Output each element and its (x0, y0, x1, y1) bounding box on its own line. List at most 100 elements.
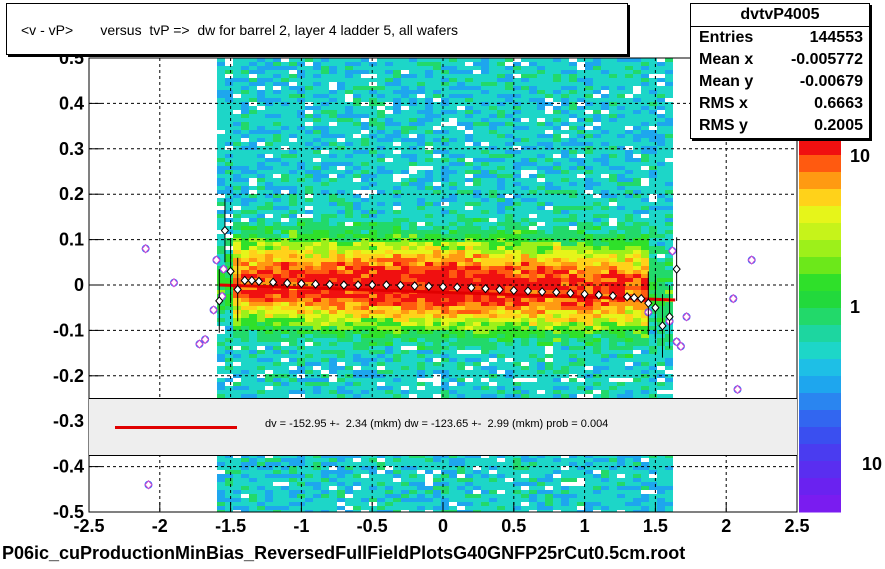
heat-cell (241, 198, 249, 202)
heat-cell (545, 382, 553, 386)
heat-cell (257, 386, 265, 390)
heat-cell (329, 102, 337, 106)
heat-cell (489, 234, 497, 238)
heat-cell (513, 178, 521, 182)
heat-cell (241, 390, 249, 394)
heat-cell (489, 482, 497, 486)
heat-cell (361, 70, 369, 74)
heat-cell (529, 102, 537, 106)
heat-cell (425, 210, 433, 214)
heat-cell (537, 382, 545, 386)
heat-cell (433, 326, 441, 330)
heat-cell (433, 226, 441, 230)
heat-cell (409, 234, 417, 238)
heat-cell (537, 130, 545, 134)
heat-cell (281, 510, 289, 512)
heat-cell (537, 166, 545, 170)
heat-cell (417, 506, 425, 510)
heat-cell (385, 66, 393, 70)
heat-cell (497, 262, 505, 266)
heat-cell (233, 198, 241, 202)
heat-cell (369, 390, 377, 394)
heat-cell (385, 246, 393, 250)
heat-cell (305, 382, 313, 386)
heat-cell (425, 86, 433, 90)
heat-cell (569, 386, 577, 390)
heat-cell (385, 370, 393, 374)
heat-cell (545, 458, 553, 462)
heat-cell (561, 302, 569, 306)
heat-cell (377, 142, 385, 146)
heat-cell (561, 458, 569, 462)
heat-cell (313, 270, 321, 274)
heat-cell (305, 258, 313, 262)
heat-cell (457, 346, 465, 350)
heat-cell (257, 102, 265, 106)
heat-cell (521, 110, 529, 114)
heat-cell (449, 474, 457, 478)
heat-cell (361, 242, 369, 246)
heat-cell (313, 142, 321, 146)
heat-cell (577, 126, 585, 130)
heat-cell (417, 70, 425, 74)
heat-cell (249, 358, 257, 362)
heat-cell (497, 74, 505, 78)
heat-cell (505, 110, 513, 114)
heat-cell (361, 394, 369, 398)
heat-cell (553, 298, 561, 302)
heat-cell (457, 66, 465, 70)
heat-cell (257, 158, 265, 162)
heat-cell (393, 114, 401, 118)
heat-cell (217, 222, 225, 226)
heat-cell (249, 314, 257, 318)
heat-cell (401, 314, 409, 318)
heat-cell (441, 130, 449, 134)
heat-cell (377, 278, 385, 282)
heat-cell (577, 350, 585, 354)
heat-cell (217, 182, 225, 186)
heat-cell (489, 186, 497, 190)
heat-cell (465, 470, 473, 474)
heat-cell (369, 166, 377, 170)
heat-cell (545, 150, 553, 154)
heat-cell (433, 366, 441, 370)
heat-cell (417, 210, 425, 214)
heat-cell (473, 246, 481, 250)
heat-cell (513, 386, 521, 390)
heat-cell (585, 266, 593, 270)
heat-cell (281, 302, 289, 306)
heat-cell (345, 74, 353, 78)
heat-cell (545, 102, 553, 106)
heat-cell (537, 90, 545, 94)
heat-cell (393, 62, 401, 66)
heat-cell (361, 226, 369, 230)
heat-cell (313, 382, 321, 386)
heat-cell (305, 138, 313, 142)
heat-cell (433, 310, 441, 314)
heat-cell (505, 330, 513, 334)
heat-cell (521, 454, 529, 458)
heat-cell (569, 250, 577, 254)
heat-cell (361, 58, 369, 62)
heat-cell (233, 266, 241, 270)
heat-cell (433, 262, 441, 266)
heat-cell (297, 78, 305, 82)
heat-cell (369, 158, 377, 162)
heat-cell (289, 234, 297, 238)
heat-cell (257, 266, 265, 270)
heat-cell (417, 330, 425, 334)
heat-cell (521, 274, 529, 278)
heat-cell (425, 494, 433, 498)
heat-cell (265, 86, 273, 90)
heat-cell (241, 114, 249, 118)
heat-cell (449, 154, 457, 158)
heat-cell (409, 314, 417, 318)
heat-cell (433, 498, 441, 502)
heat-cell (505, 302, 513, 306)
heat-cell (417, 474, 425, 478)
heat-cell (345, 382, 353, 386)
heat-cell (441, 242, 449, 246)
heat-cell (257, 354, 265, 358)
heat-cell (329, 358, 337, 362)
heat-cell (233, 146, 241, 150)
